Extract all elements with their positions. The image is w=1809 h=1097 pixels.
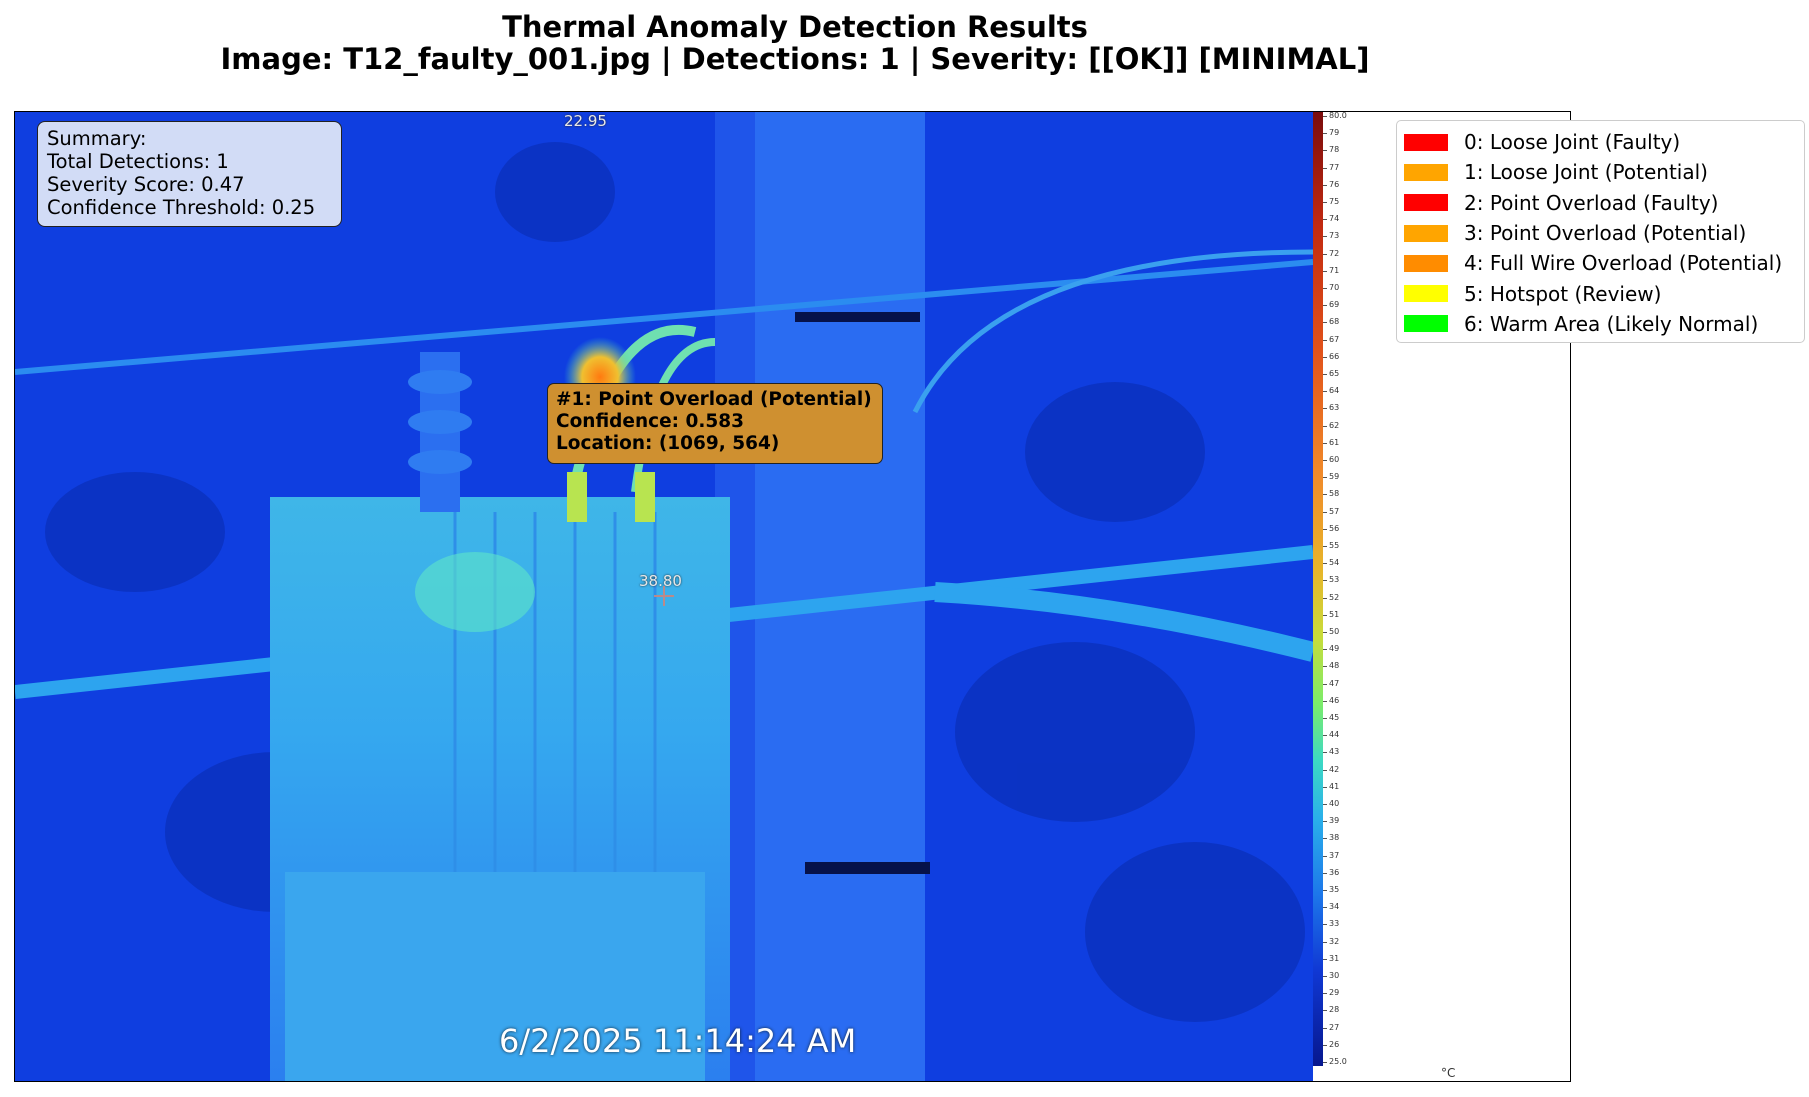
colorbar-tick-label: 42 [1322, 764, 1340, 774]
colorbar-tick-label: 52 [1322, 592, 1340, 602]
colorbar-tick-label: 71 [1322, 265, 1340, 275]
image-panel: 22.95 38.80 6/2/2025 11:14:24 AM Summary… [14, 111, 1571, 1082]
legend-swatch [1404, 315, 1448, 333]
colorbar-tick-label: 55 [1322, 541, 1340, 550]
spot-temp-readout: 38.80 [639, 572, 682, 590]
colorbar-tick-label: 74 [1322, 214, 1340, 224]
legend-item: 0: Loose Joint (Faulty) [1404, 127, 1797, 157]
legend-item: 6: Warm Area (Likely Normal) [1404, 309, 1797, 339]
colorbar-tick-label: 29 [1322, 988, 1340, 998]
figure-title: Thermal Anomaly Detection Results [502, 10, 1088, 44]
colorbar-tick-label: 32 [1322, 936, 1340, 946]
colorbar-tick-label: 56 [1322, 523, 1340, 533]
legend-swatch [1404, 133, 1448, 151]
colorbar-tick-label: 46 [1322, 695, 1340, 705]
thermal-scene [15, 112, 1313, 1081]
legend-item: 4: Full Wire Overload (Potential) [1404, 248, 1797, 278]
detection-location: Location: (1069, 564) [556, 433, 780, 454]
colorbar-tick-label: 26 [1322, 1039, 1340, 1049]
summary-severity-score: Severity Score: 0.47 [47, 173, 245, 196]
colorbar-tick-label: 49 [1322, 644, 1340, 654]
colorbar-tick-label: 64 [1322, 386, 1340, 396]
legend-label: 6: Warm Area (Likely Normal) [1464, 311, 1759, 336]
legend-item: 3: Point Overload (Potential) [1404, 218, 1797, 248]
crosshair-icon [654, 586, 674, 606]
colorbar-tick-label: 77 [1322, 162, 1340, 172]
detection-class: #1: Point Overload (Potential) [556, 389, 872, 410]
colorbar-tick-label: 41 [1322, 781, 1340, 791]
legend-label: 5: Hotspot (Review) [1464, 281, 1662, 306]
colorbar-tick-label: 58 [1322, 489, 1340, 499]
colorbar-tick-label: 31 [1322, 953, 1340, 963]
colorbar-tick-label: 38 [1322, 833, 1340, 843]
colorbar-tick-label: 34 [1322, 902, 1340, 912]
colorbar-tick-label: 67 [1322, 334, 1340, 344]
colorbar-min-label: 25.0 [1323, 1057, 1347, 1066]
legend-item: 5: Hotspot (Review) [1404, 278, 1797, 308]
colorbar-ticks: 80.0 25.0 79 78 77 76 75 74 73 72 71 70 69 68 67 66 65… [1322, 111, 1363, 1066]
detection-label-box: #1: Point Overload (Potential) Confidenc… [547, 383, 883, 464]
colorbar-tick-label: 27 [1322, 1022, 1340, 1032]
legend-item: 2: Point Overload (Faulty) [1404, 188, 1797, 218]
colorbar-tick-label: 75 [1322, 197, 1340, 206]
summary-confidence-threshold: Confidence Threshold: 0.25 [47, 196, 316, 219]
colorbar-tick-label: 78 [1322, 145, 1340, 155]
summary-total-detections: Total Detections: 1 [47, 150, 229, 173]
colorbar-tick-label: 48 [1322, 661, 1340, 671]
summary-box: Summary: Total Detections: 1 Severity Sc… [37, 121, 342, 227]
legend-swatch [1404, 224, 1448, 242]
class-legend: 0: Loose Joint (Faulty) 1: Loose Joint (P… [1396, 120, 1805, 343]
colorbar-tick-label: 39 [1322, 816, 1340, 826]
thermal-image: 22.95 38.80 6/2/2025 11:14:24 AM Summary… [15, 112, 1313, 1081]
colorbar-tick-label: 69 [1322, 300, 1340, 310]
colorbar-tick-label: 44 [1322, 730, 1340, 740]
legend-swatch [1404, 163, 1448, 181]
colorbar-tick-label: 65 [1322, 369, 1340, 378]
legend-swatch [1404, 254, 1448, 272]
colorbar-tick-label: 36 [1322, 867, 1340, 877]
legend-label: 1: Loose Joint (Potential) [1464, 160, 1708, 185]
colorbar-max-label: 80.0 [1323, 111, 1347, 120]
legend-label: 3: Point Overload (Potential) [1464, 221, 1747, 246]
colorbar-tick-label: 47 [1322, 678, 1340, 688]
colorbar-tick-label: 50 [1322, 627, 1340, 636]
colorbar-tick-label: 30 [1322, 971, 1340, 980]
colorbar-tick-label: 59 [1322, 472, 1340, 482]
colorbar-tick-label: 73 [1322, 231, 1340, 241]
colorbar-tick-label: 70 [1322, 283, 1340, 292]
detection-confidence: Confidence: 0.583 [556, 411, 744, 432]
colorbar-tick-label: 33 [1322, 919, 1340, 929]
capture-timestamp: 6/2/2025 11:14:24 AM [499, 1022, 857, 1060]
colorbar-tick-label: 63 [1322, 403, 1340, 413]
colorbar-tick-label: 45 [1322, 713, 1340, 722]
colorbar-tick-label: 57 [1322, 506, 1340, 516]
colorbar-tick-label: 28 [1322, 1005, 1340, 1015]
colorbar-tick-label: 66 [1322, 351, 1340, 361]
colorbar-tick-label: 43 [1322, 747, 1340, 757]
colorbar-gradient [1313, 112, 1323, 1066]
colorbar-tick-label: 35 [1322, 885, 1340, 894]
colorbar-tick-label: 79 [1322, 128, 1340, 138]
legend-label: 2: Point Overload (Faulty) [1464, 190, 1719, 215]
colorbar-tick-label: 51 [1322, 609, 1340, 619]
legend-item: 1: Loose Joint (Potential) [1404, 157, 1797, 187]
colorbar-tick-label: 76 [1322, 179, 1340, 189]
colorbar-tick-label: 60 [1322, 455, 1340, 464]
unit-label: °C [1441, 1066, 1456, 1080]
colorbar-tick-label: 37 [1322, 850, 1340, 860]
legend-swatch [1404, 285, 1448, 303]
legend-label: 4: Full Wire Overload (Potential) [1464, 251, 1783, 276]
colorbar-tick-label: 61 [1322, 437, 1340, 447]
summary-heading: Summary: [47, 127, 147, 150]
colorbar-tick-label: 53 [1322, 575, 1340, 585]
colorbar-tick-label: 68 [1322, 317, 1340, 327]
colorbar-tick-label: 54 [1322, 558, 1340, 568]
colorbar-tick-label: 40 [1322, 799, 1340, 808]
figure-subtitle: Image: T12_faulty_001.jpg | Detections: … [220, 42, 1370, 76]
legend-swatch [1404, 194, 1448, 212]
colorbar-tick-label: 72 [1322, 248, 1340, 258]
colorbar-tick-label: 62 [1322, 420, 1340, 430]
max-temp-readout: 22.95 [564, 112, 607, 130]
legend-label: 0: Loose Joint (Faulty) [1464, 130, 1681, 155]
